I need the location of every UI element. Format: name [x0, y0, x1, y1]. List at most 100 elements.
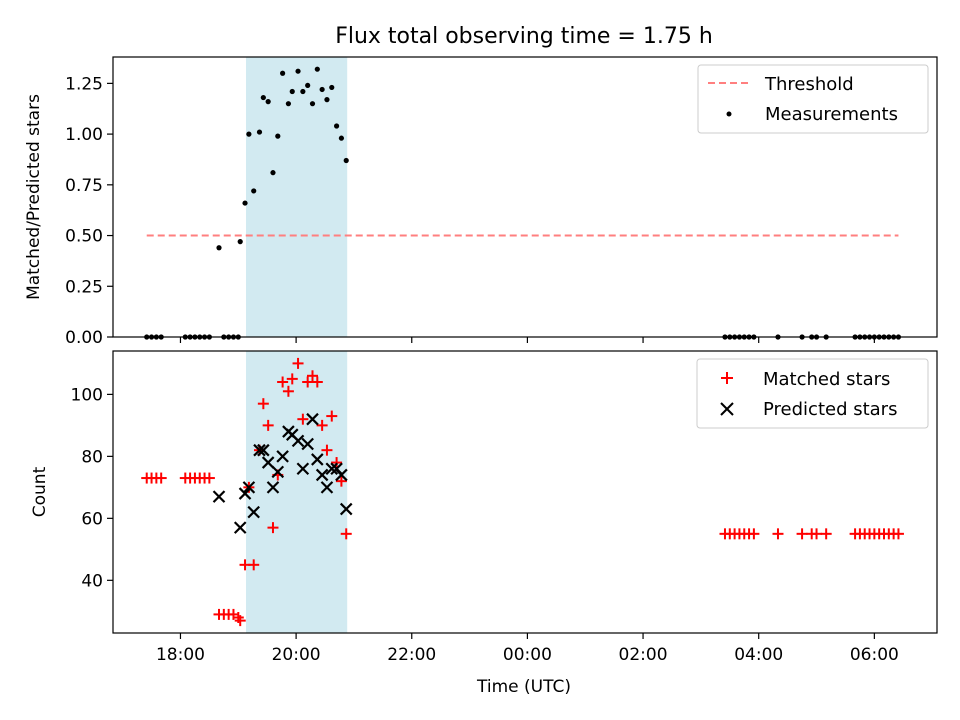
bottom-xticks: 18:00 20:00 22:00 00:00 02:00 04:00 06:00 — [156, 633, 899, 665]
legend-predicted-swatch — [720, 402, 734, 416]
matched-point — [292, 357, 304, 369]
matched-point — [326, 410, 338, 422]
top-legend-box — [697, 64, 929, 134]
top-ytick-label: 0.75 — [65, 176, 103, 196]
measurement-point — [216, 245, 222, 251]
predicted-point — [257, 443, 270, 457]
top-ytick-label: 0.50 — [65, 227, 103, 247]
top-ylabel: Matched/Predicted stars — [24, 94, 44, 300]
top-highlight-layer — [245, 57, 348, 337]
predicted-point — [291, 434, 305, 448]
measurement-point — [305, 82, 311, 89]
measurement-point — [246, 131, 252, 137]
measurement-point — [295, 68, 301, 74]
measurement-point — [309, 101, 316, 107]
chart-title: Flux total observing time = 1.75 h — [335, 24, 713, 49]
legend-measurements-label: Measurements — [765, 104, 898, 125]
bottom-legend: Matched stars Predicted stars — [696, 358, 929, 429]
matched-point — [155, 472, 167, 484]
matched-point — [297, 413, 309, 425]
predicted-point — [315, 468, 329, 482]
top-xticks — [179, 337, 875, 343]
bottom-xtick-label: 04:00 — [734, 645, 783, 665]
legend-matched-swatch — [721, 372, 733, 384]
bottom-ytick-label: 40 — [81, 571, 103, 591]
measurement-point — [242, 200, 248, 206]
matched-point — [311, 376, 323, 388]
predicted-point — [335, 468, 348, 482]
bottom-ylabel: Count — [30, 466, 50, 517]
predicted-point — [253, 443, 266, 457]
matched-point — [306, 370, 318, 382]
matched-point — [262, 419, 274, 431]
matched-point — [286, 373, 298, 385]
predicted-point — [238, 487, 252, 500]
matched-point — [316, 419, 328, 431]
legend-predicted-label: Predicted stars — [763, 399, 897, 420]
matched-point — [248, 559, 260, 571]
measurement-point — [314, 66, 320, 72]
matched-point — [331, 457, 343, 469]
matched-point — [282, 385, 294, 397]
legend-measurements-swatch — [726, 111, 732, 117]
predicted-point — [276, 450, 289, 463]
matched-point — [257, 398, 269, 410]
bottom-ytick-label: 80 — [81, 447, 103, 467]
bottom-xtick-label: 22:00 — [387, 645, 436, 665]
predicted-point — [247, 505, 260, 519]
predicted-point — [261, 456, 275, 469]
matched-point — [321, 444, 333, 456]
bottom-xtick-label: 18:00 — [156, 645, 205, 665]
predicted-point — [266, 481, 280, 494]
bottom-xtick-label: 20:00 — [272, 645, 321, 665]
measurement-point — [237, 239, 243, 245]
measurement-point — [289, 88, 295, 95]
bottom-xlabel: Time (UTC) — [476, 677, 571, 697]
top-panel: 0.00 0.25 0.50 0.75 1.00 1.25 Matched/Predict… — [24, 56, 938, 348]
top-ytick-label: 1.00 — [65, 125, 103, 145]
bottom-points-layer — [141, 357, 904, 627]
predicted-point — [311, 453, 324, 466]
bottom-ytick-label: 100 — [71, 385, 103, 405]
measurement-point — [324, 97, 330, 103]
measurement-point — [300, 88, 306, 95]
bottom-axes-frame — [112, 350, 938, 634]
matched-point — [277, 376, 289, 388]
top-ytick-label: 0.25 — [65, 277, 103, 297]
measurement-point — [343, 157, 349, 164]
matched-point — [267, 522, 279, 534]
measurement-point — [338, 135, 345, 141]
measurement-point — [280, 70, 286, 76]
measurement-point — [329, 84, 335, 91]
bottom-xtick-label: 00:00 — [503, 645, 552, 665]
measurement-point — [260, 94, 266, 101]
measurement-point — [265, 99, 271, 105]
measurement-point — [319, 86, 325, 93]
matched-point — [203, 472, 215, 484]
measurement-point — [251, 188, 257, 194]
matched-point — [892, 528, 904, 540]
matched-point — [796, 528, 808, 540]
matched-point — [748, 528, 760, 540]
top-legend: Threshold Measurements — [697, 64, 929, 134]
measurement-point — [285, 101, 292, 107]
predicted-point — [306, 412, 319, 426]
predicted-point — [296, 462, 310, 476]
matched-point — [340, 528, 352, 540]
matched-point — [234, 615, 246, 627]
bottom-panel: 40 60 80 100 18:00 20:00 22:00 00:00 02:00 04:00… — [30, 350, 938, 697]
top-axes-frame — [112, 56, 938, 338]
highlight-span — [245, 57, 348, 337]
measurement-point — [275, 133, 281, 139]
top-points-layer — [144, 66, 902, 340]
legend-threshold-label: Threshold — [764, 74, 854, 95]
predicted-point — [212, 490, 226, 503]
predicted-point — [325, 462, 339, 476]
bottom-yticks: 40 60 80 100 — [71, 385, 113, 591]
predicted-point — [339, 502, 353, 516]
bottom-ytick-label: 60 — [81, 509, 103, 529]
predicted-point — [233, 521, 247, 534]
predicted-point — [271, 465, 285, 479]
bottom-xtick-label: 02:00 — [619, 645, 668, 665]
top-yticks: 0.00 0.25 0.50 0.75 1.00 1.25 — [65, 74, 113, 348]
